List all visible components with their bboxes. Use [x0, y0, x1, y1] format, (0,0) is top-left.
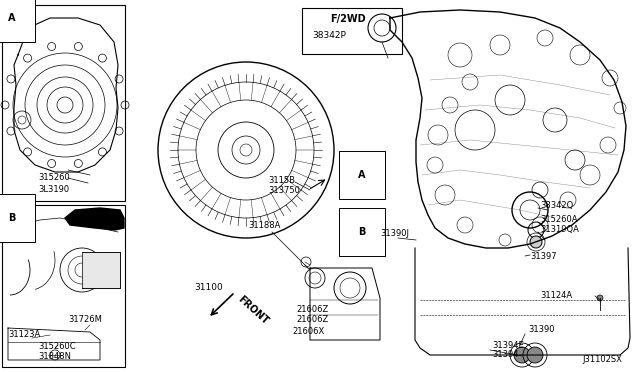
Text: 31100: 31100: [194, 283, 223, 292]
Text: 38342Q: 38342Q: [540, 201, 573, 210]
Text: 31394: 31394: [492, 350, 518, 359]
Circle shape: [530, 236, 542, 248]
Text: 3L3190: 3L3190: [38, 185, 69, 194]
Text: 31726M: 31726M: [68, 315, 102, 324]
Text: 31319QA: 31319QA: [540, 225, 579, 234]
Text: B: B: [8, 213, 16, 223]
Text: 31390: 31390: [528, 325, 554, 334]
Circle shape: [597, 295, 603, 301]
Text: 21606Z: 21606Z: [296, 315, 328, 324]
Text: 31390J: 31390J: [380, 229, 409, 238]
Text: B: B: [358, 227, 365, 237]
Text: 31848N: 31848N: [38, 352, 71, 361]
Text: 31397: 31397: [530, 252, 557, 261]
Bar: [2, 205, 125, 367]
Text: 38342P: 38342P: [312, 31, 346, 40]
Text: 315260: 315260: [38, 173, 70, 182]
Text: 31394E: 31394E: [492, 341, 524, 350]
Bar: [2, 5, 125, 201]
Text: J31102SX: J31102SX: [582, 355, 622, 364]
Text: 31123A: 31123A: [8, 330, 40, 339]
Circle shape: [527, 347, 543, 363]
Text: 3115B: 3115B: [268, 176, 295, 185]
Text: 21606X: 21606X: [292, 327, 324, 336]
Text: A: A: [358, 170, 365, 180]
Text: 315260C: 315260C: [38, 342, 76, 351]
Text: 21606Z: 21606Z: [296, 305, 328, 314]
Circle shape: [514, 347, 530, 363]
Text: 31124A: 31124A: [540, 291, 572, 300]
Text: FRONT: FRONT: [236, 294, 270, 326]
Text: 313750: 313750: [268, 186, 300, 195]
Text: 315260A: 315260A: [540, 215, 577, 224]
Text: A: A: [8, 13, 16, 23]
Bar: [82, 252, 120, 288]
Text: F/2WD: F/2WD: [330, 14, 365, 24]
Polygon shape: [65, 208, 124, 230]
Bar: [302, 8, 402, 54]
Text: 31188A: 31188A: [248, 221, 280, 230]
